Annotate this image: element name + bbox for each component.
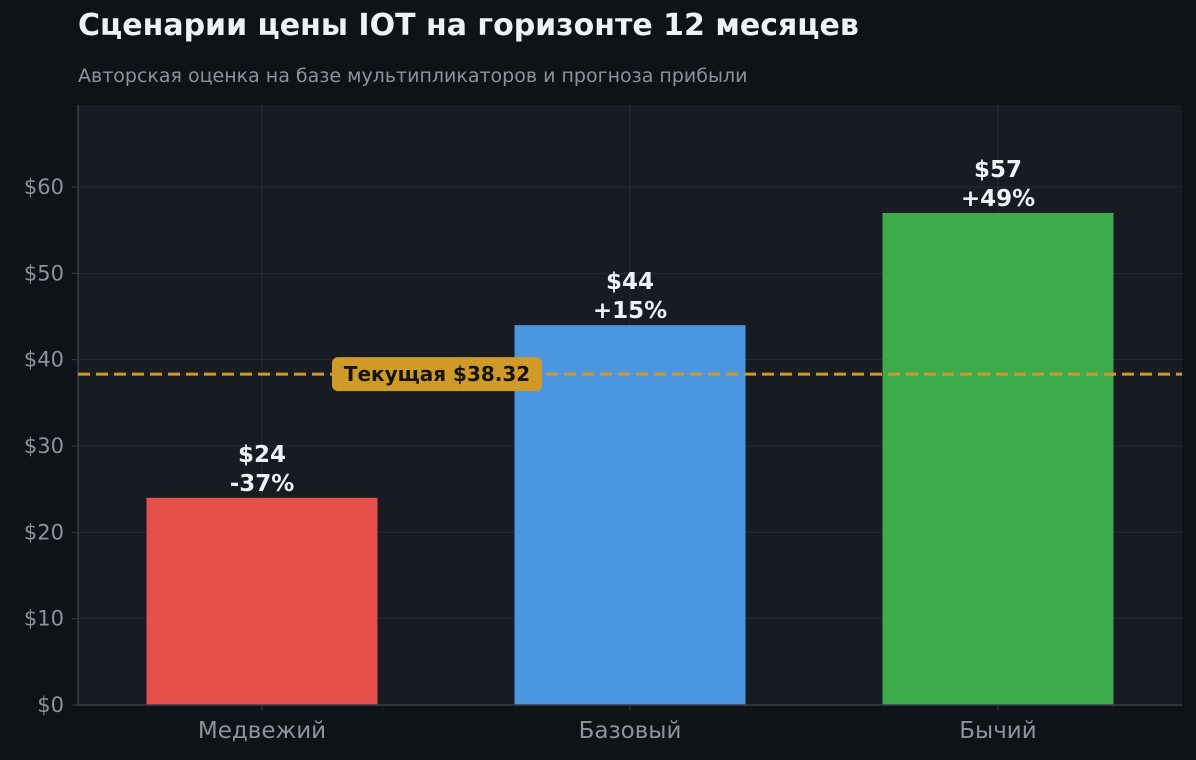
bar-1 [146,497,378,705]
x-tick-label: Медвежий [198,718,326,744]
bar-change-label: -37% [230,471,295,497]
bar-change-label: +15% [593,298,667,324]
y-tick-label: $50 [24,261,64,285]
current-price-label: Текущая $38.32 [344,362,530,386]
current-price-reference: Текущая $38.32 [78,357,1182,392]
bar-value-label: $57 [974,157,1022,183]
y-tick-label: $40 [24,348,64,372]
y-tick-label: $0 [37,693,64,717]
chart-title: Сценарии цены IOT на горизонте 12 месяце… [78,8,859,43]
y-tick-label: $20 [24,520,64,544]
y-tick-label: $30 [24,434,64,458]
bar-value-label: $44 [606,269,654,295]
bar-change-label: +49% [961,186,1035,212]
bar-2 [514,325,746,705]
y-tick-label: $60 [24,175,64,199]
x-tick-label: Базовый [579,718,682,744]
chart-subtitle: Авторская оценка на базе мультипликаторо… [78,65,748,87]
x-tick-label: Бычий [959,718,1036,744]
bar-labels: $24 -37% $44 +15% $57 +49% [230,157,1035,497]
bar-value-label: $24 [238,442,286,468]
bars [146,212,1114,705]
y-tick-label: $10 [24,607,64,631]
bar-3 [882,212,1114,705]
axes: $0 $10 $20 $30 $40 $50 $60 Медвежий Базовый Бычий [24,105,1182,744]
current-price-badge [332,357,542,392]
